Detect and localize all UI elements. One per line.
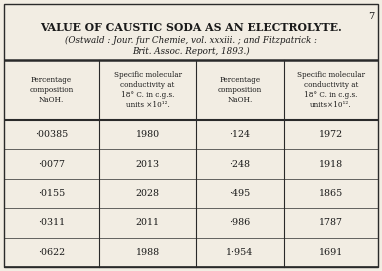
Text: 7: 7 (368, 12, 374, 21)
Text: ·986: ·986 (229, 218, 251, 227)
Text: 1972: 1972 (319, 130, 343, 139)
Text: 2013: 2013 (136, 160, 160, 169)
Text: ·0311: ·0311 (38, 218, 65, 227)
Text: Percentage
composition
NaOH.: Percentage composition NaOH. (29, 76, 74, 104)
Text: ·0077: ·0077 (38, 160, 65, 169)
Text: ·00385: ·00385 (35, 130, 68, 139)
Text: Specific molecular
conductivity at
18° C. in c.g.s.
units×10¹².: Specific molecular conductivity at 18° C… (297, 71, 365, 109)
Text: (Ostwald : Jour. fur Chemie, vol. xxxiii. ; and Fitzpatrick :: (Ostwald : Jour. fur Chemie, vol. xxxiii… (65, 36, 317, 45)
Text: ·0155: ·0155 (38, 189, 65, 198)
Text: 1980: 1980 (136, 130, 160, 139)
Text: 2011: 2011 (136, 218, 160, 227)
Text: 1988: 1988 (136, 248, 160, 257)
Text: ·248: ·248 (230, 160, 251, 169)
Text: ·124: ·124 (230, 130, 251, 139)
Text: ·0622: ·0622 (38, 248, 65, 257)
Text: 1·954: 1·954 (227, 248, 254, 257)
Text: ·495: ·495 (229, 189, 251, 198)
Text: 2028: 2028 (136, 189, 160, 198)
Text: 1787: 1787 (319, 218, 343, 227)
Text: VALUE OF CAUSTIC SODA AS AN ELECTROLYTE.: VALUE OF CAUSTIC SODA AS AN ELECTROLYTE. (40, 22, 342, 33)
Text: 1865: 1865 (319, 189, 343, 198)
Text: Specific molecular
conductivity at
18° C. in c.g.s.
units ×10¹².: Specific molecular conductivity at 18° C… (113, 71, 181, 109)
Text: Percentage
composition
NaOH.: Percentage composition NaOH. (218, 76, 262, 104)
Text: Brit. Assoc. Report, 1893.): Brit. Assoc. Report, 1893.) (132, 47, 250, 56)
Text: 1691: 1691 (319, 248, 343, 257)
Text: 1918: 1918 (319, 160, 343, 169)
